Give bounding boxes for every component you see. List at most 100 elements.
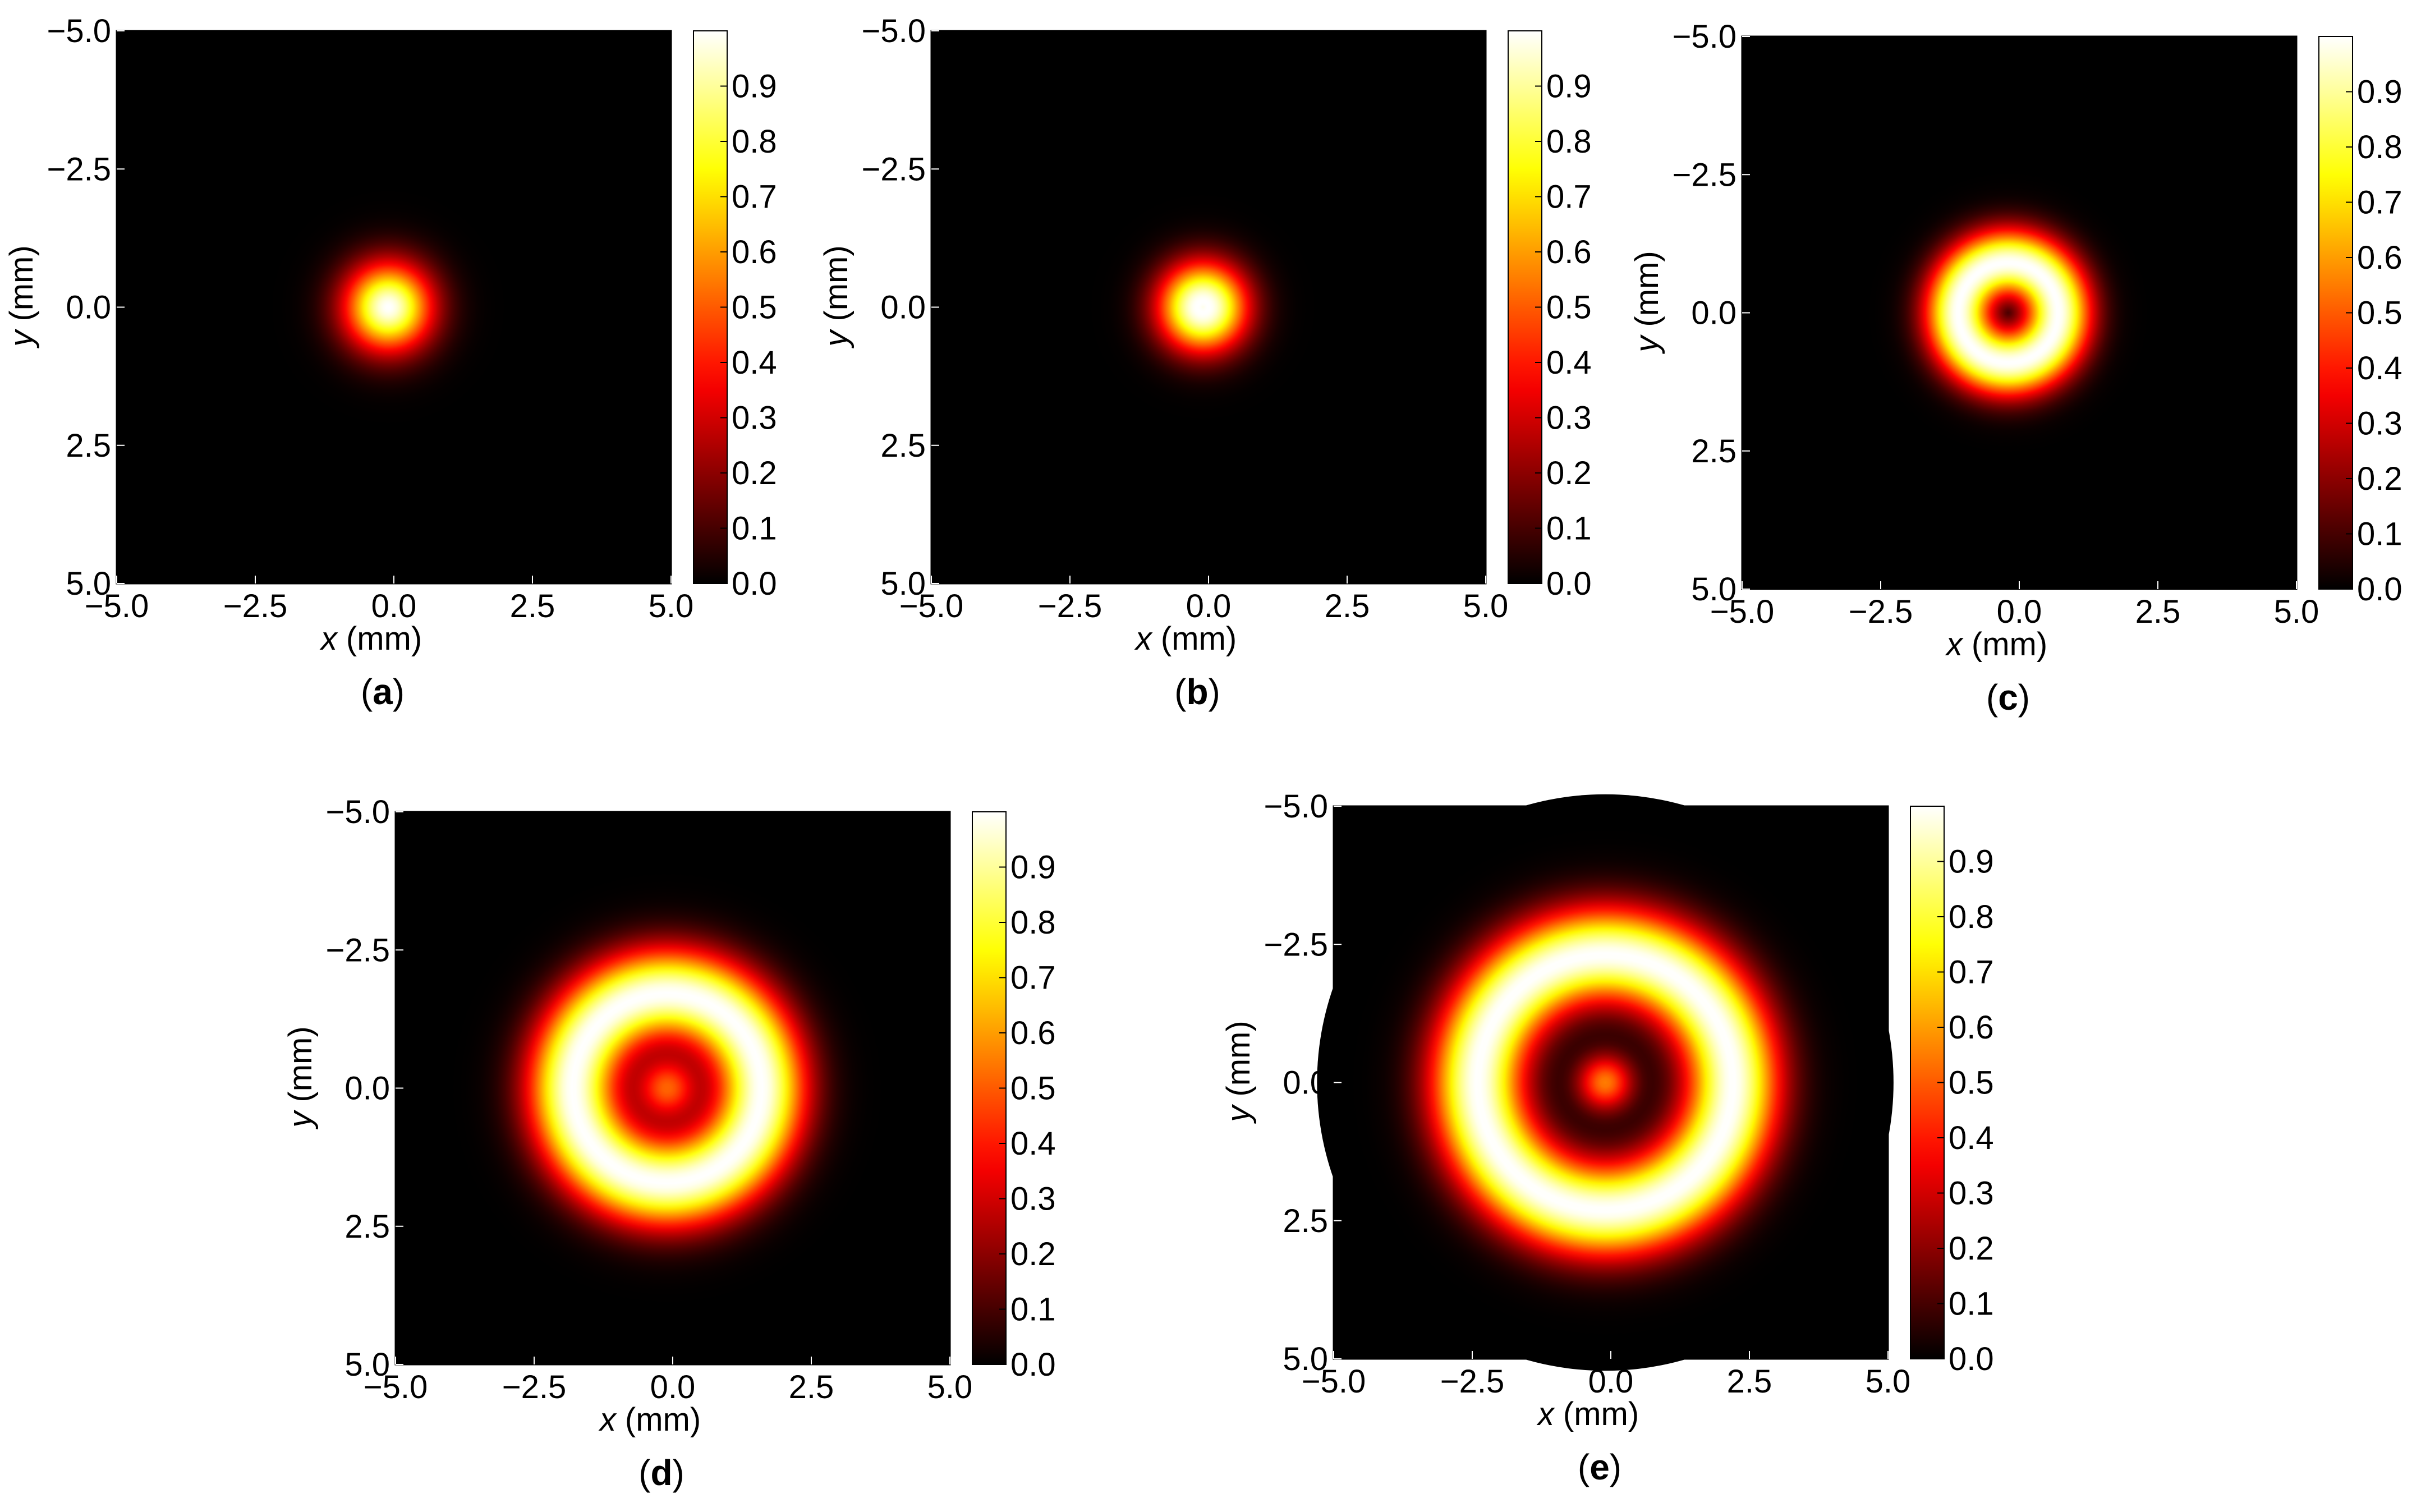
x-tick-label: −2.5 xyxy=(1849,594,1913,630)
y-tick-label: 0.0 xyxy=(880,289,926,326)
colorbar-tick-label: 0.9 xyxy=(732,68,777,105)
panel-d: −5.0 −2.5 0.0 2.5 5.0−5.0−2.50.02.55.0x (mm)… xyxy=(282,794,1056,1493)
panel-a: −5.0 −2.5 0.0 2.5 5.0−5.0−2.50.02.55.0x (mm)… xyxy=(3,13,777,712)
colorbar-tick-label: 0.5 xyxy=(2357,295,2402,332)
y-tick-label: 2.5 xyxy=(1691,433,1736,470)
x-tick-label: −2.5 xyxy=(223,588,288,624)
colorbar-tick-label: 0.4 xyxy=(2357,350,2402,387)
colorbar-tick-label: 0.8 xyxy=(1010,904,1056,941)
colorbar-tick-label: 0.2 xyxy=(1546,455,1592,491)
panel-b: −5.0 −2.5 0.0 2.5 5.0−5.0−2.50.02.55.0x (mm)… xyxy=(818,13,1592,712)
y-tick-label: 0.0 xyxy=(344,1070,390,1107)
x-tick-label: −5.0 xyxy=(1710,594,1775,630)
panel-label: (e) xyxy=(1578,1447,1621,1487)
x-tick-label: 2.5 xyxy=(1727,1363,1772,1400)
colorbar-tick-label: 0.9 xyxy=(1949,844,1994,880)
colorbar-tick-label: 0.4 xyxy=(732,344,777,381)
y-tick-label: −5.0 xyxy=(47,13,112,49)
x-axis-label: x (mm) xyxy=(1134,621,1237,657)
beam-intensity-profile xyxy=(417,838,917,1338)
colorbar-tick-label: 0.9 xyxy=(2357,74,2402,111)
panel-label: (a) xyxy=(361,672,405,712)
y-tick-label: −2.5 xyxy=(326,932,391,968)
panel-c: −5.0 −2.5 0.0 2.5 5.0−5.0−2.50.02.55.0x (mm)… xyxy=(1629,19,2402,718)
x-axis-label: x (mm) xyxy=(1536,1396,1639,1432)
x-axis-label: x (mm) xyxy=(598,1401,701,1438)
x-tick-label: −5.0 xyxy=(364,1369,428,1405)
colorbar-tick-label: 0.7 xyxy=(2357,185,2402,221)
y-tick-label: −5.0 xyxy=(862,13,926,49)
x-tick-label: 5.0 xyxy=(927,1369,973,1405)
y-tick-label: 2.5 xyxy=(344,1208,390,1245)
colorbar-tick-label: 0.1 xyxy=(1949,1286,1994,1322)
x-tick-label: 5.0 xyxy=(2274,594,2319,630)
x-tick-label: −5.0 xyxy=(1302,1363,1366,1400)
y-axis-label: y (mm) xyxy=(818,245,855,348)
y-tick-label: −5.0 xyxy=(1673,19,1737,55)
y-tick-label: 0.0 xyxy=(66,289,111,326)
panel-e: −5.0 −2.5 0.0 2.5 5.0−5.0−2.50.02.55.0x (mm)… xyxy=(1220,788,1994,1487)
x-tick-label: −2.5 xyxy=(1440,1363,1505,1400)
x-tick-label: 0.0 xyxy=(650,1369,696,1405)
colorbar-tick-label: 0.7 xyxy=(732,179,777,215)
x-tick-label: −5.0 xyxy=(899,588,964,624)
colorbar-tick-label: 0.1 xyxy=(732,511,777,547)
colorbar-tick-label: 0.5 xyxy=(732,289,777,326)
colorbar-tick-label: 0.3 xyxy=(1546,400,1592,436)
beam-intensity-profile xyxy=(238,157,538,457)
colorbar-tick-label: 0.9 xyxy=(1010,849,1056,886)
colorbar-tick-label: 0.9 xyxy=(1546,68,1592,105)
colorbar-tick-label: 0.6 xyxy=(1546,234,1592,270)
colorbar-tick-label: 0.5 xyxy=(1010,1070,1056,1107)
y-tick-label: −5.0 xyxy=(326,794,391,830)
panel-label: (c) xyxy=(1986,677,2030,718)
x-tick-label: 5.0 xyxy=(1866,1363,1911,1400)
colorbar-tick-label: 0.7 xyxy=(1010,960,1056,996)
colorbar-tick-label: 0.0 xyxy=(1546,566,1592,602)
y-axis-label: y (mm) xyxy=(1220,1021,1257,1124)
y-axis-label: y (mm) xyxy=(1629,251,1665,354)
colorbar-tick-label: 0.7 xyxy=(1546,179,1592,215)
x-tick-label: 2.5 xyxy=(789,1369,834,1405)
y-tick-label: 2.5 xyxy=(880,428,926,464)
colorbar-tick-label: 0.1 xyxy=(2357,516,2402,553)
colorbar-tick-label: 0.5 xyxy=(1949,1065,1994,1101)
colorbar-tick-label: 0.6 xyxy=(2357,240,2402,276)
colorbar-tick-label: 0.0 xyxy=(1010,1346,1056,1383)
beam-intensity-profile xyxy=(1059,163,1347,452)
colorbar-tick-label: 0.6 xyxy=(732,234,777,270)
x-axis-label: x (mm) xyxy=(319,621,422,657)
colorbar-tick-label: 0.3 xyxy=(1010,1181,1056,1217)
beam-intensity-profile xyxy=(1836,141,2180,485)
colorbar-tick-label: 0.5 xyxy=(1546,289,1592,326)
x-tick-label: −5.0 xyxy=(85,588,149,624)
y-tick-label: −5.0 xyxy=(1264,788,1329,825)
colorbar-tick-label: 0.3 xyxy=(732,400,777,436)
y-tick-label: 2.5 xyxy=(66,428,111,464)
beam-intensity-profile xyxy=(1317,794,1894,1371)
colorbar-tick-label: 0.8 xyxy=(732,123,777,160)
x-tick-label: −2.5 xyxy=(1038,588,1102,624)
y-tick-label: −2.5 xyxy=(1264,926,1329,963)
colorbar-tick-label: 0.0 xyxy=(732,566,777,602)
y-tick-label: −2.5 xyxy=(47,151,112,187)
colorbar-tick-label: 0.2 xyxy=(1949,1230,1994,1267)
colorbar-tick-label: 0.7 xyxy=(1949,954,1994,991)
y-tick-label: 0.0 xyxy=(1691,295,1736,332)
x-tick-label: 5.0 xyxy=(649,588,694,624)
y-tick-label: 5.0 xyxy=(1283,1341,1328,1377)
x-tick-label: 0.0 xyxy=(1588,1363,1634,1400)
x-tick-label: 0.0 xyxy=(1997,594,2042,630)
colorbar-tick-label: 0.6 xyxy=(1010,1015,1056,1051)
x-tick-label: 2.5 xyxy=(2135,594,2181,630)
x-tick-label: 0.0 xyxy=(1186,588,1232,624)
colorbar-tick-label: 0.4 xyxy=(1010,1125,1056,1162)
panel-label: (b) xyxy=(1174,672,1220,712)
y-tick-label: 5.0 xyxy=(66,566,111,602)
colorbar-tick-label: 0.4 xyxy=(1546,344,1592,381)
colorbar-tick-label: 0.0 xyxy=(1949,1341,1994,1377)
panel-label: (d) xyxy=(638,1453,685,1493)
y-tick-label: 5.0 xyxy=(344,1346,390,1383)
y-tick-label: −2.5 xyxy=(862,151,926,187)
colorbar-tick-label: 0.2 xyxy=(1010,1236,1056,1272)
